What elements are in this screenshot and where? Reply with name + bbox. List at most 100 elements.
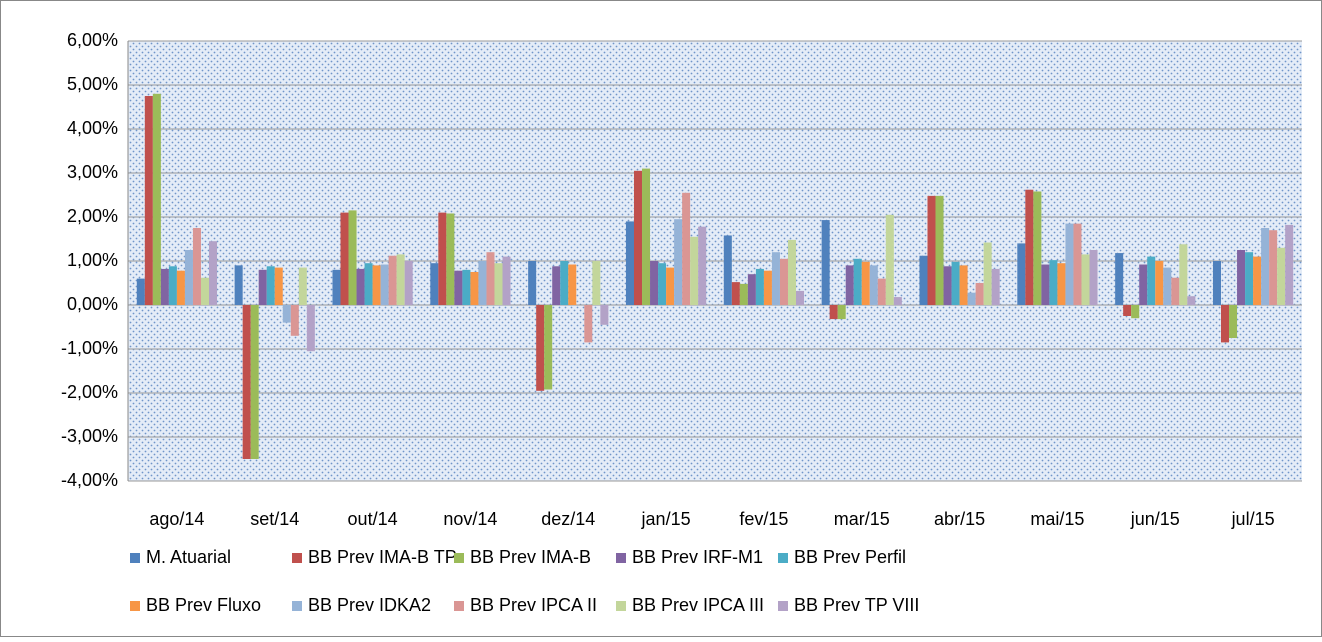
bar [592,261,601,305]
bar [168,266,177,305]
bar [1065,223,1074,305]
bar [1073,223,1082,305]
x-tick-label: mar/15 [834,509,890,529]
bar [568,264,577,305]
bar [136,278,145,305]
bar [486,252,495,305]
y-tick-label: 6,00% [67,30,118,50]
bar [1277,247,1286,305]
bar [544,305,553,390]
bar [682,192,691,305]
bar [430,263,439,305]
bar [200,277,210,305]
bar [396,254,405,305]
bar [209,241,218,305]
bar [755,268,764,305]
bar [1237,250,1246,305]
bar [348,210,357,305]
bar [829,305,838,320]
legend-label: BB Prev IMA-B TP [308,547,457,567]
bar [666,267,675,305]
bar [446,213,455,305]
bar [1179,244,1188,305]
legend-label: BB Prev Fluxo [146,595,261,615]
y-tick-label: 1,00% [67,250,118,270]
bar [528,261,537,305]
bar [1081,254,1090,305]
bar [1269,230,1278,305]
bar [192,228,201,305]
legend-label: M. Atuarial [146,547,231,567]
bar [266,266,275,305]
bar [380,264,389,305]
bar [552,266,561,305]
bar [747,274,756,305]
legend-swatch [454,553,464,563]
bar [1131,305,1140,319]
legend-label: BB Prev IRF-M1 [632,547,763,567]
bar [943,266,952,305]
bar [144,96,153,305]
bar [763,270,772,305]
bar [787,239,797,305]
bar [821,220,830,305]
bar [1285,224,1294,305]
legend-swatch [130,601,140,611]
bar [184,250,193,305]
bar [650,261,659,305]
bar [462,269,471,305]
bar [885,214,894,305]
bar [1017,243,1026,305]
bar [438,212,447,305]
bar [1115,253,1124,305]
y-tick-label: 0,00% [67,294,118,314]
bar [633,170,643,305]
bar [234,265,243,305]
bar [1139,264,1148,305]
x-tick-label: mai/15 [1030,509,1084,529]
bar [779,258,788,305]
x-tick-label: ago/14 [149,509,204,529]
legend-swatch [130,553,140,563]
y-tick-label: 5,00% [67,74,118,94]
x-tick-label: jan/15 [641,509,691,529]
bar [306,305,315,352]
bar [853,258,862,305]
legend-swatch [454,601,464,611]
bar [991,268,1000,305]
bar [1041,264,1050,305]
bar [1229,305,1238,338]
x-tick-label: fev/15 [739,509,788,529]
legend-swatch [778,601,788,611]
bar [796,290,805,305]
x-tick-label: abr/15 [934,509,985,529]
bar [739,283,748,305]
bar [356,268,365,305]
bar [1253,256,1262,305]
bar [967,292,976,305]
legend-swatch [292,553,302,563]
bar [935,195,944,305]
legend-swatch [778,553,788,563]
bar [282,305,291,323]
bar [1187,296,1196,305]
bar [1123,305,1132,316]
x-tick-label: dez/14 [541,509,595,529]
bar [1057,263,1066,305]
bar [893,297,902,305]
bar [1163,267,1172,305]
bar [176,270,185,305]
bar [1261,228,1270,305]
bar [1033,191,1042,305]
bar [364,263,373,305]
bar [332,269,341,305]
bar [274,267,283,305]
bar [258,269,267,305]
bar [470,272,479,305]
legend-swatch [616,601,626,611]
legend-label: BB Prev IPCA III [632,595,764,615]
bar [1220,305,1230,343]
bar [869,265,878,305]
bar [723,235,732,305]
bar [674,219,683,305]
